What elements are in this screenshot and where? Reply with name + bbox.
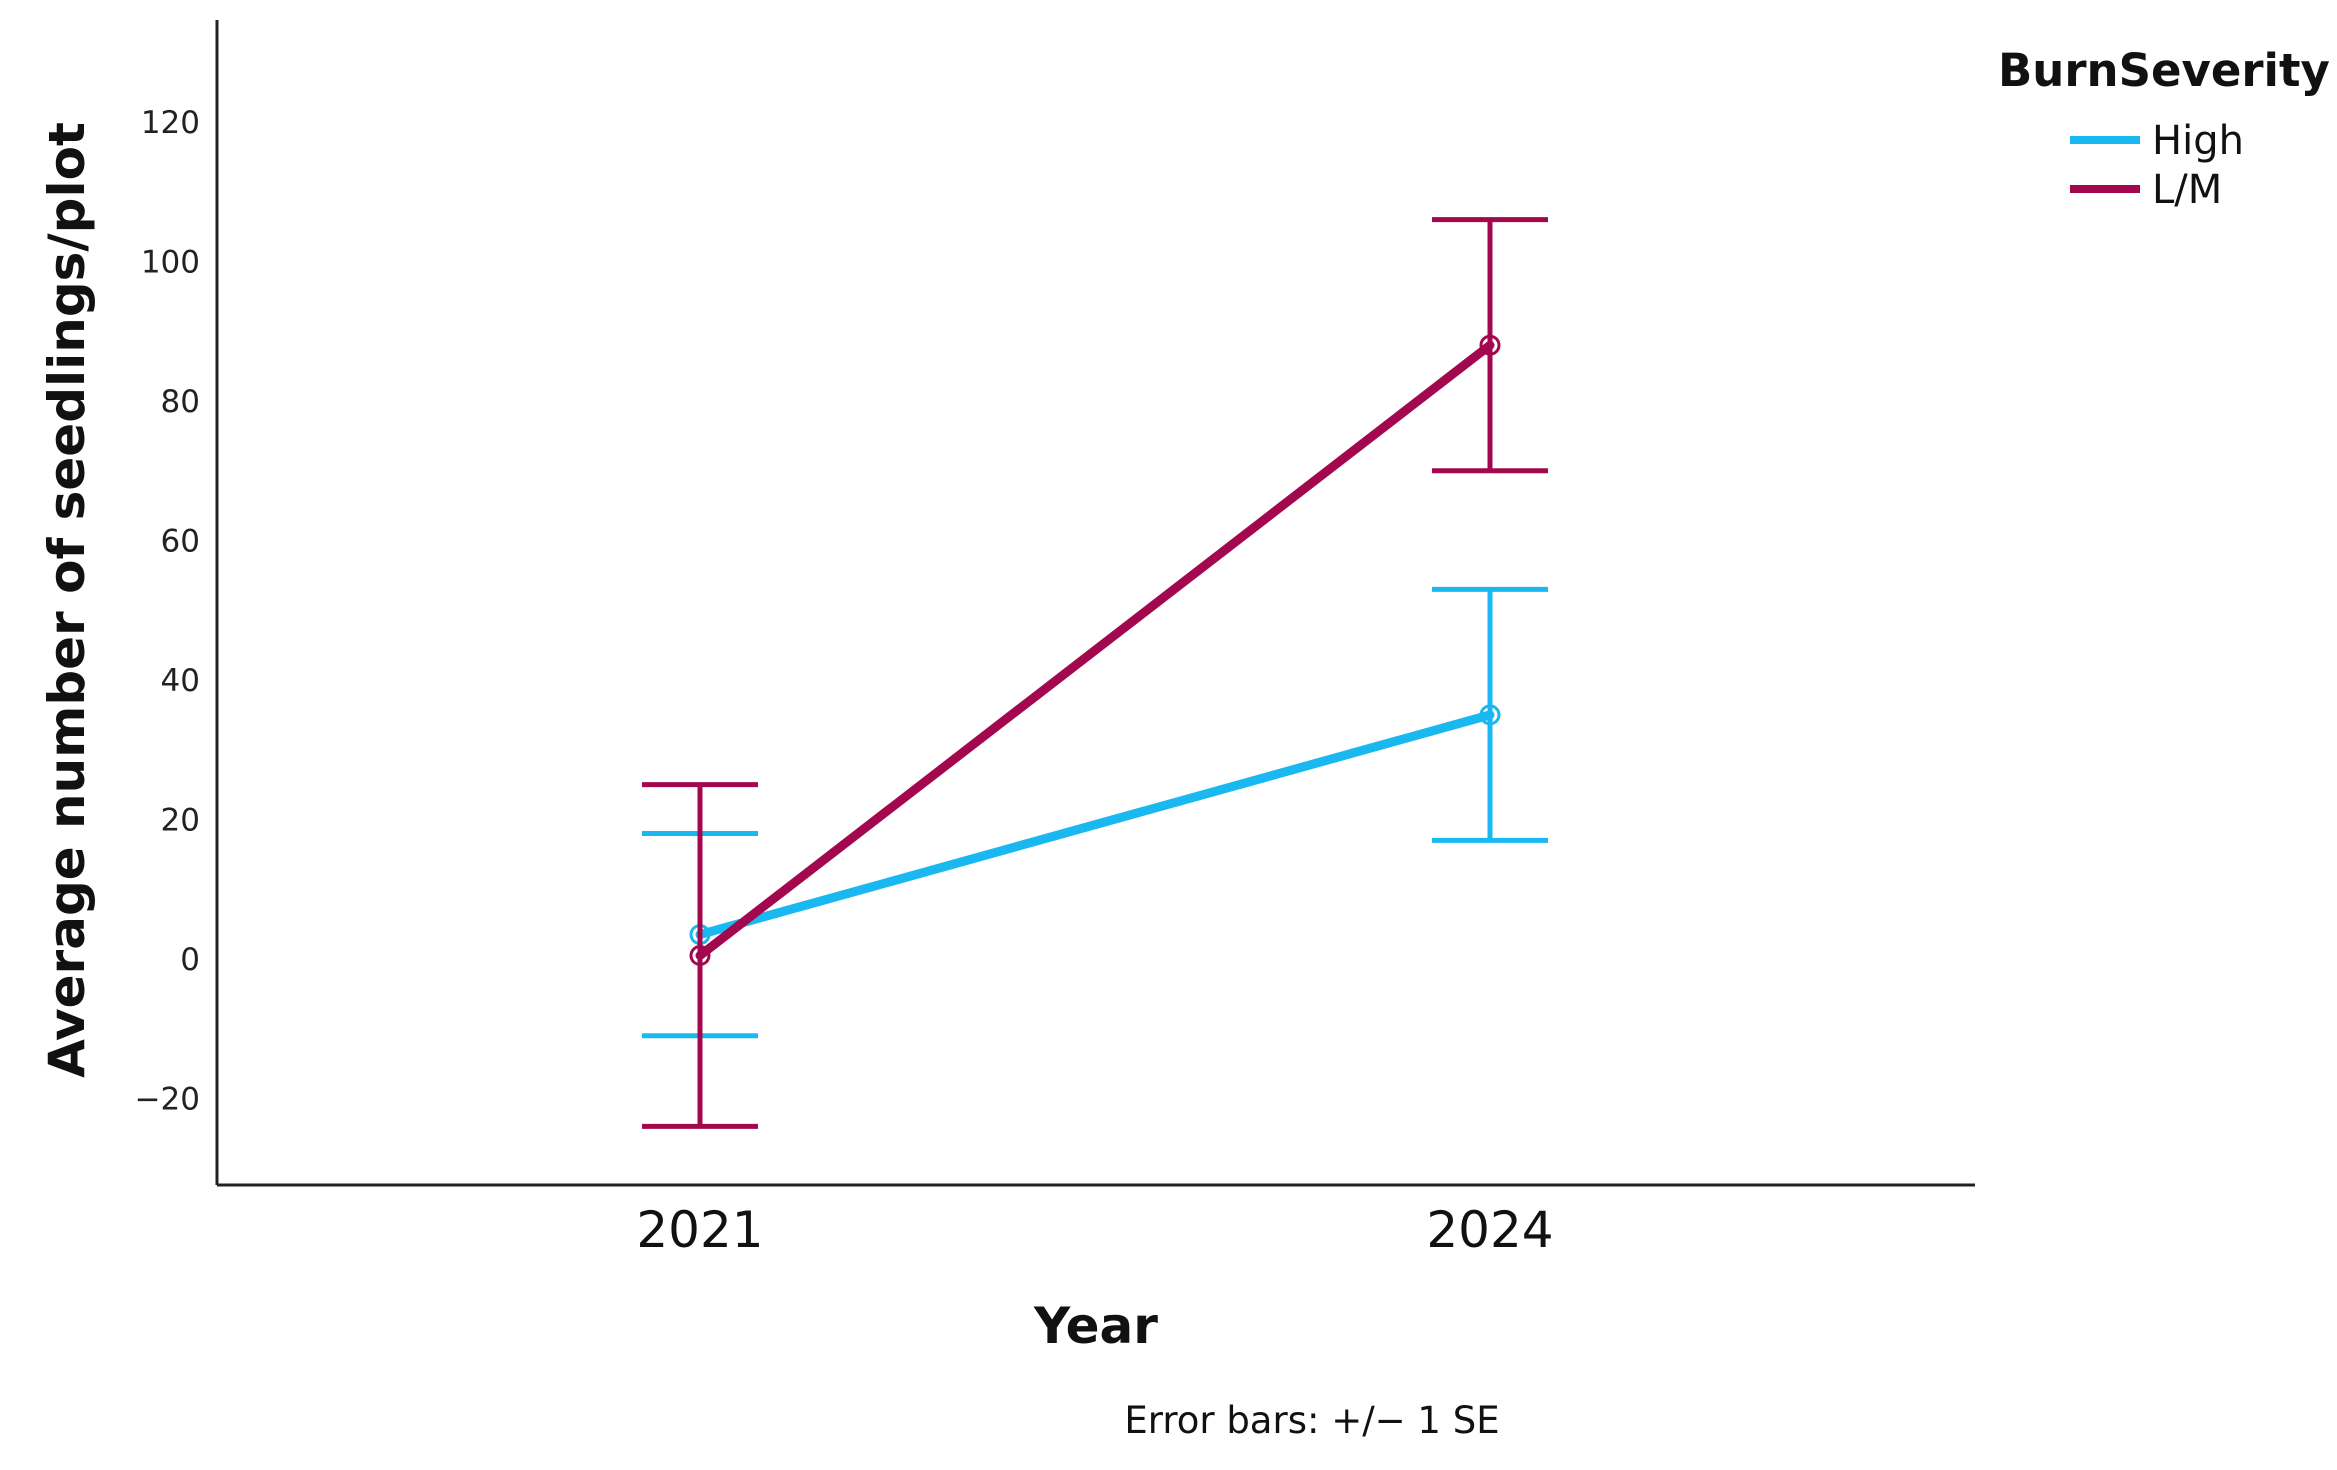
axes-layer: [215, 20, 1975, 1187]
y-tick-label: 0: [180, 942, 200, 978]
legend-label: L/M: [2152, 167, 2222, 213]
data-point: [1479, 334, 1501, 356]
y-tick-label: 120: [141, 105, 200, 141]
series-l-m: [642, 217, 1548, 1129]
x-tick-labels: 2021 2024: [636, 1201, 1553, 1259]
data-point: [689, 945, 711, 967]
series-line: [695, 710, 1495, 940]
series-high: [642, 586, 1548, 1039]
series-line: [695, 340, 1495, 961]
series-layer: [642, 217, 1548, 1129]
y-tick-label: 20: [161, 803, 200, 839]
error-bar-note: Error bars: +/− 1 SE: [1124, 1399, 1499, 1442]
y-tick-label: 40: [161, 663, 200, 699]
y-axis-title: Average number of seedlings/plot: [38, 122, 96, 1078]
y-tick-label: 100: [141, 245, 200, 281]
data-point: [1479, 704, 1501, 726]
y-tick-label: −20: [135, 1082, 200, 1118]
x-tick-label: 2021: [636, 1201, 763, 1259]
y-tick-labels: −20 0 20 40 60 80 100 120: [135, 105, 200, 1118]
y-tick-label: 80: [161, 384, 200, 420]
x-tick-label: 2024: [1426, 1201, 1553, 1259]
legend-title: BurnSeverity: [1998, 44, 2330, 97]
legend-label: High: [2152, 118, 2244, 164]
x-axis-title: Year: [1033, 1297, 1158, 1355]
y-tick-label: 60: [161, 524, 200, 560]
